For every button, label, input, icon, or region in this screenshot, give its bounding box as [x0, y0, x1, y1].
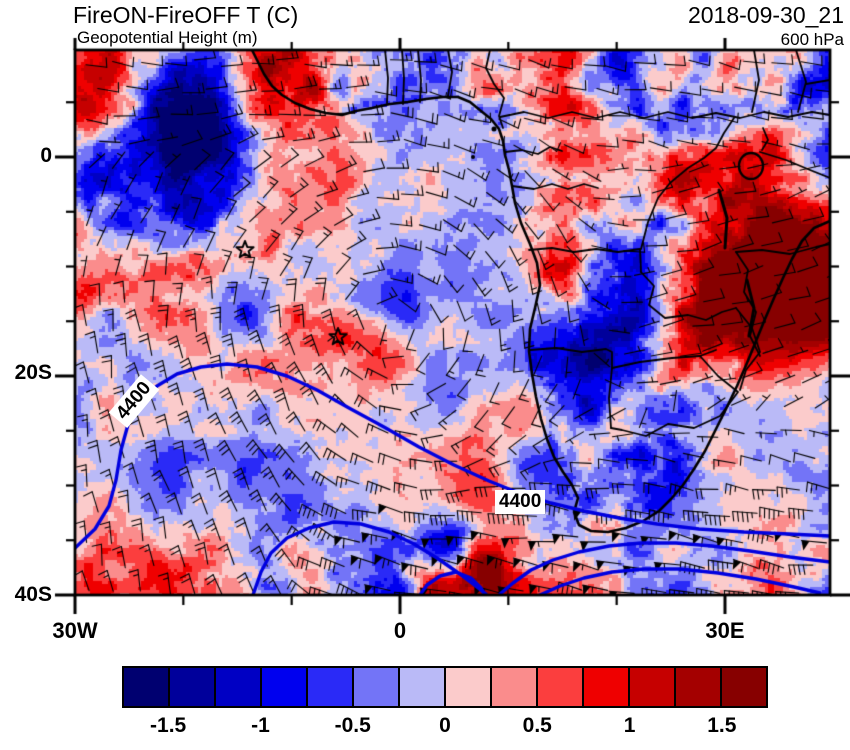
colorbar-cell: [262, 668, 308, 706]
y-axis-label-20s: 20S: [14, 361, 52, 384]
colorbar-tick-label: 0.5: [522, 714, 552, 737]
colorbar-cell: [630, 668, 676, 706]
subtitle: Geopotential Height (m): [77, 28, 258, 47]
colorbar: [122, 666, 768, 708]
y-axis-label-0: 0: [40, 144, 52, 167]
datetime-label: 2018-09-30_21: [687, 2, 844, 28]
colorbar-cell: [308, 668, 354, 706]
colorbar-tick-label: -1: [251, 714, 270, 737]
contour-label-4400-south: 4400: [495, 490, 546, 514]
colorbar-cell: [170, 668, 216, 706]
colorbar-cell: [538, 668, 584, 706]
colorbar-cell: [722, 668, 766, 706]
colorbar-cell: [124, 668, 170, 706]
colorbar-tick-label: -0.5: [334, 714, 371, 737]
colorbar-cell: [446, 668, 492, 706]
page-title: FireON-FireOFF T (C): [73, 2, 299, 28]
colorbar-cell: [400, 668, 446, 706]
pressure-level-label: 600 hPa: [780, 30, 844, 49]
colorbar-cell: [354, 668, 400, 706]
colorbar-tick-label: -1.5: [150, 714, 187, 737]
x-axis-label-0: 0: [393, 618, 407, 643]
colorbar-cell: [492, 668, 538, 706]
colorbar-cell: [584, 668, 630, 706]
colorbar-tick-label: 1: [623, 714, 636, 737]
colorbar-tick-label: 0: [439, 714, 451, 737]
y-axis-label-40s: 40S: [14, 583, 52, 606]
x-axis-label-30e: 30E: [705, 618, 745, 643]
colorbar-cell: [676, 668, 722, 706]
colorbar-cell: [216, 668, 262, 706]
x-axis-label-30w: 30W: [52, 618, 98, 643]
colorbar-tick-label: 1.5: [707, 714, 737, 737]
